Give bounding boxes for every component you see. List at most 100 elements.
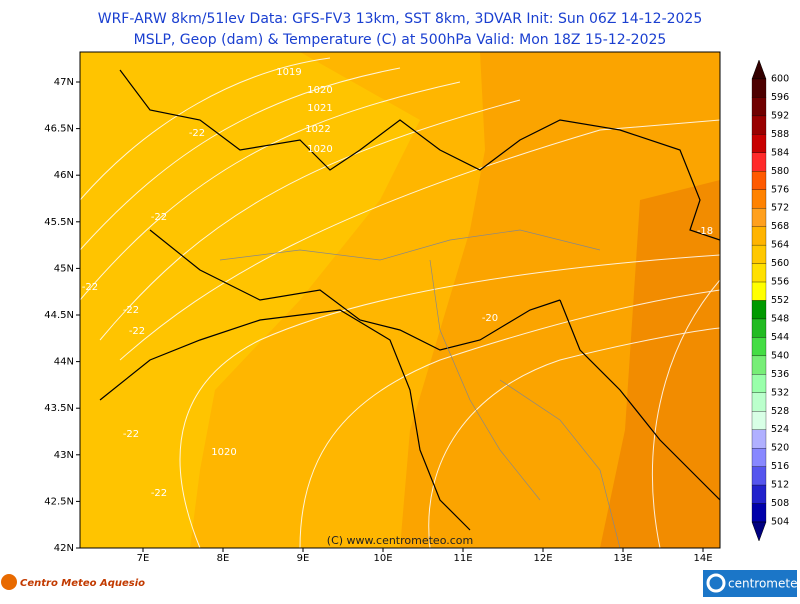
colorbar-label: 568: [771, 221, 789, 232]
colorbar-label: 516: [771, 461, 789, 472]
lon-label: 13E: [613, 553, 632, 564]
temperature-label: -20: [482, 313, 498, 324]
lat-label: 43.5N: [44, 403, 74, 414]
colorbar-swatch: [751, 171, 767, 190]
regions: [219, 229, 621, 548]
colorbar-swatch: [751, 152, 767, 172]
map-frame: [79, 51, 721, 549]
lat-label: 44N: [54, 357, 74, 368]
colorbar-swatch: [751, 337, 767, 357]
colorbar-label: 528: [771, 406, 789, 417]
colorbar-label: 520: [771, 443, 789, 454]
colorbar-cap: [751, 521, 767, 542]
title: WRF-ARW 8km/51lev Data: GFS-FV3 13km, SS…: [98, 11, 703, 27]
colorbar-label: 592: [771, 110, 789, 121]
colorbar-swatch: [751, 208, 767, 227]
credit: (C) www.centrometeo.com: [327, 534, 473, 547]
temperature-label: -22: [151, 488, 167, 499]
colorbar-label: 532: [771, 387, 789, 398]
lon-label: 8E: [217, 553, 230, 564]
lat-label: 42N: [54, 543, 74, 554]
colorbar-swatch: [751, 189, 767, 209]
field-zone: [600, 180, 720, 548]
colorbar-label: 560: [771, 258, 789, 269]
lat-label: 42.5N: [44, 496, 74, 507]
colorbar-label: 512: [771, 480, 789, 491]
colorbar-label: 584: [771, 147, 789, 158]
colorbar-label: 580: [771, 166, 789, 177]
map-field: 1019 1020 1021 1022 1020 1020 -22 -22 -22 -22 -22 -…: [80, 52, 720, 548]
pressure-label: 1019: [276, 67, 301, 78]
colorbar-label: 576: [771, 184, 789, 195]
colorbar-swatch: [751, 78, 767, 98]
logo-icon: [1, 574, 17, 590]
temperature-label: -22: [123, 305, 139, 316]
colorbar-label: 552: [771, 295, 789, 306]
temperature-label: -22: [82, 282, 98, 293]
lat-label: 46.5N: [44, 124, 74, 135]
colorbar-swatch: [751, 466, 767, 486]
colorbar-swatch: [751, 374, 767, 393]
colorbar-label: 548: [771, 313, 789, 324]
colorbar-swatch: [751, 226, 767, 246]
colorbar-swatch: [751, 263, 767, 283]
lon-label: 7E: [137, 553, 150, 564]
lat-label: 43N: [54, 450, 74, 461]
pressure-label: 1020: [307, 85, 332, 96]
colorbar-label: 556: [771, 277, 789, 288]
colorbar-swatch: [751, 281, 767, 301]
left-logo: Centro Meteo Aquesio: [1, 574, 145, 590]
colorbar-swatch: [751, 244, 767, 264]
temperature-label: -22: [189, 128, 205, 139]
colorbar-label: 508: [771, 498, 789, 509]
pressure-label: 1020: [307, 144, 332, 155]
colorbar-swatch: [751, 503, 767, 523]
logo-icon: [706, 573, 726, 593]
colorbar-label: 572: [771, 203, 789, 214]
logo-text: Centro Meteo Aquesio: [20, 578, 145, 589]
colorbar-swatch: [751, 300, 767, 320]
lat-label: 46N: [54, 170, 74, 181]
lon-label: 14E: [693, 553, 712, 564]
pressure-label: 1020: [211, 447, 236, 458]
contours: [80, 57, 720, 548]
colorbar-label: 524: [771, 424, 789, 435]
temperature-label: -18: [697, 226, 713, 237]
temperature-label: -22: [151, 212, 167, 223]
colorbar-swatch: [751, 411, 767, 430]
temperature-label: -22: [129, 326, 145, 337]
lon-label: 10E: [373, 553, 392, 564]
colorbar-swatch: [751, 484, 767, 504]
colorbar-label: 588: [771, 129, 789, 140]
pressure-label: 1021: [307, 103, 332, 114]
axes: 47N 46.5N 46N 45.5N 45N 44.5N 44N 43.5N 43N 42.5N…: [44, 77, 712, 564]
pressure-label: 1022: [305, 124, 330, 135]
colorbar-swatch: [751, 134, 767, 153]
colorbar-label: 540: [771, 350, 789, 361]
lon-label: 11E: [453, 553, 472, 564]
subtitle: MSLP, Geop (dam) & Temperature (C) at 50…: [134, 32, 667, 48]
lat-label: 47N: [54, 77, 74, 88]
borders: [99, 69, 720, 531]
colorbar: 600 596 592 588 584 580 576 572 568 564 560 556 552 5…: [751, 59, 789, 542]
colorbar-label: 544: [771, 332, 789, 343]
colorbar-label: 600: [771, 74, 789, 85]
colorbar-label: 536: [771, 369, 789, 380]
colorbar-swatch: [751, 355, 767, 375]
logo-text: centrometeo: [728, 577, 800, 591]
colorbar-label: 564: [771, 240, 789, 251]
colorbar-cap: [751, 59, 767, 80]
colorbar-label: 504: [771, 517, 789, 528]
colorbar-swatch: [751, 429, 767, 449]
colorbar-swatch: [751, 115, 767, 135]
lat-label: 45.5N: [44, 217, 74, 228]
colorbar-label: 596: [771, 92, 789, 103]
lon-label: 9E: [297, 553, 310, 564]
colorbar-swatch: [751, 318, 767, 338]
right-logo: centrometeo: [703, 570, 800, 597]
colorbar-swatch: [751, 97, 767, 117]
lon-label: 12E: [533, 553, 552, 564]
lat-label: 44.5N: [44, 310, 74, 321]
colorbar-swatch: [751, 448, 767, 467]
